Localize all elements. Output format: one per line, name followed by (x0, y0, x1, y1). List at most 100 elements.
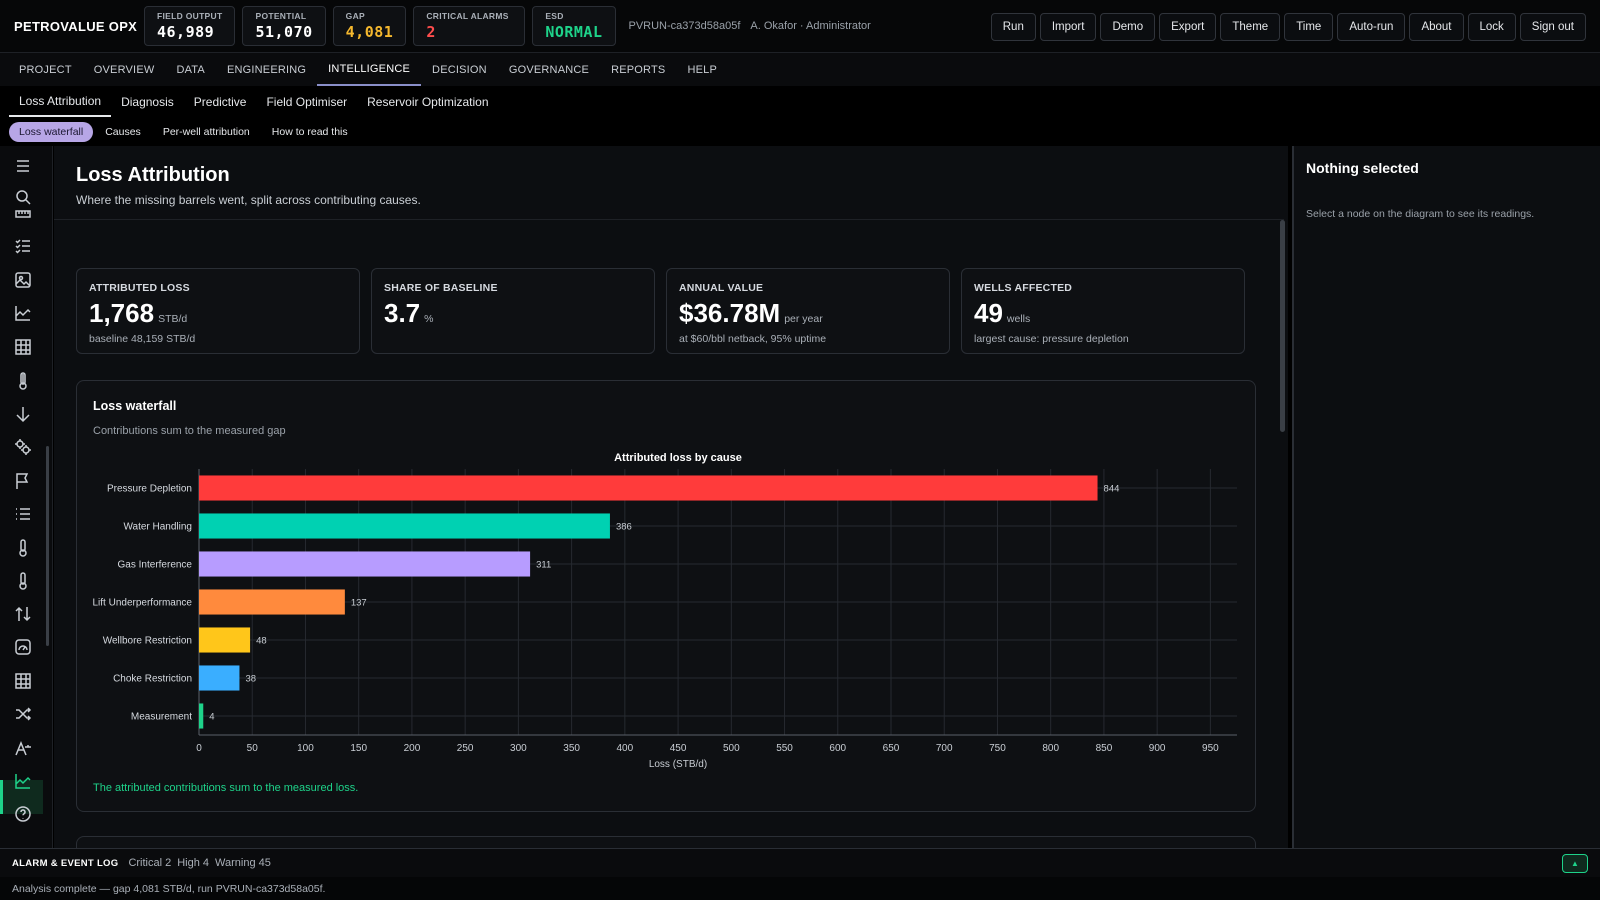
x-tick-label: 650 (883, 743, 900, 754)
nav-data[interactable]: DATA (176, 63, 205, 76)
nav-intelligence[interactable]: INTELLIGENCE (317, 53, 422, 86)
kpi-value: 2 (426, 23, 436, 41)
card-value: $36.78M per year (679, 298, 823, 329)
tab-field-optimiser[interactable]: Field Optimiser (266, 95, 348, 109)
kpi-label: GAP (345, 11, 365, 21)
import-button[interactable]: Import (1039, 13, 1097, 41)
rail-scrollbar[interactable] (46, 446, 49, 646)
menu-icon[interactable] (13, 156, 33, 176)
y-category-label: Water Handling (123, 522, 192, 533)
area-chart-icon[interactable] (13, 771, 33, 791)
area-chart-icon[interactable] (13, 303, 33, 323)
nav-overview[interactable]: OVERVIEW (93, 63, 155, 76)
panel-subtitle: Contributions sum to the measured gap (93, 425, 286, 437)
pill-loss-waterfall[interactable]: Loss waterfall (9, 122, 94, 142)
thermometer-icon[interactable] (13, 371, 33, 391)
top-actions: Run Import Demo Export Theme Time Auto-r… (990, 13, 1586, 41)
auto-run-button[interactable]: Auto-run (1337, 13, 1406, 41)
grid-icon[interactable] (13, 671, 33, 691)
pill-causes[interactable]: Causes (105, 126, 141, 138)
tab-predictive[interactable]: Predictive (193, 95, 247, 109)
time-button[interactable]: Time (1284, 13, 1334, 41)
x-tick-label: 600 (829, 743, 846, 754)
x-tick-label: 900 (1149, 743, 1166, 754)
nav-engineering[interactable]: ENGINEERING (226, 63, 307, 76)
x-tick-label: 700 (936, 743, 953, 754)
x-tick-label: 200 (404, 743, 421, 754)
tab-reservoir-optimization[interactable]: Reservoir Optimization (367, 95, 489, 109)
status-bar: Analysis complete — gap 4,081 STB/d, run… (0, 877, 1600, 900)
nav-project[interactable]: PROJECT (19, 63, 72, 76)
y-category-label: Measurement (131, 712, 192, 723)
table-icon[interactable] (13, 337, 33, 357)
kpi-label: ESD (545, 11, 564, 21)
main-nav: PROJECT OVERVIEW DATA ENGINEERING INTELL… (0, 53, 1600, 86)
y-category-label: Choke Restriction (113, 674, 192, 685)
run-button[interactable]: Run (990, 13, 1036, 41)
kpi-label: POTENTIAL (255, 11, 307, 21)
nav-reports[interactable]: REPORTS (611, 63, 666, 76)
tab-loss-attribution[interactable]: Loss Attribution (9, 87, 112, 117)
card-share-of-baseline: SHARE OF BASELINE 3.7% (371, 268, 655, 354)
nav-help[interactable]: HELP (687, 63, 718, 76)
card-value: 1,768 STB/d (89, 298, 187, 329)
content-scrollbar[interactable] (1280, 220, 1285, 432)
card-value: 49 wells (974, 298, 1030, 329)
help-icon[interactable] (13, 804, 33, 824)
card-value-number: 3.7 (384, 298, 421, 328)
kpi-value: 4,081 (345, 23, 394, 41)
kpi-value: 51,070 (255, 23, 313, 41)
x-tick-label: 300 (510, 743, 527, 754)
bar-gas-interference (199, 551, 531, 577)
about-button[interactable]: About (1409, 13, 1464, 41)
page-header: Loss Attribution Where the missing barre… (54, 146, 1284, 220)
card-label: ATTRIBUTED LOSS (89, 282, 190, 294)
bar-measurement (199, 703, 204, 729)
tab-diagnosis[interactable]: Diagnosis (121, 95, 174, 109)
theme-button[interactable]: Theme (1220, 13, 1281, 41)
card-unit: STB/d (158, 313, 188, 325)
nav-decision[interactable]: DECISION (432, 63, 487, 76)
pill-how-to-read[interactable]: How to read this (271, 126, 348, 138)
gauge-icon[interactable] (13, 637, 33, 657)
ruler-icon[interactable] (13, 209, 33, 219)
card-note: largest cause: pressure depletion (974, 333, 1129, 345)
main-content: Loss Attribution Where the missing barre… (54, 146, 1288, 848)
x-tick-label: 750 (989, 743, 1006, 754)
view-pills: Loss waterfall Causes Per-well attributi… (0, 118, 1600, 146)
pill-per-well-attribution[interactable]: Per-well attribution (162, 126, 250, 138)
user-info: A. Okafor · Administrator (750, 20, 871, 32)
card-label: ANNUAL VALUE (679, 282, 764, 294)
demo-button[interactable]: Demo (1100, 13, 1156, 41)
image-icon[interactable] (13, 270, 33, 290)
y-category-label: Wellbore Restriction (103, 636, 192, 647)
list-icon[interactable] (13, 504, 33, 524)
card-value-number: 49 (974, 298, 1003, 328)
thermometer-icon[interactable] (13, 538, 33, 558)
x-tick-label: 150 (350, 743, 367, 754)
gears-icon[interactable] (13, 437, 33, 457)
chevron-up-icon[interactable]: ▲ (1562, 854, 1588, 873)
kpi-critical-alarms: CRITICAL ALARMS 2 (413, 6, 526, 46)
nav-governance[interactable]: GOVERNANCE (508, 63, 590, 76)
card-unit: per year (784, 313, 823, 325)
inspector-title: Nothing selected (1306, 160, 1419, 176)
bar-value-label: 4 (209, 712, 214, 723)
kpi-gap: GAP 4,081 (332, 6, 407, 46)
arrow-down-icon[interactable] (13, 404, 33, 424)
thermometer-icon[interactable] (13, 571, 33, 591)
next-panel (76, 836, 1256, 848)
checklist-icon[interactable] (13, 236, 33, 256)
search-icon[interactable] (13, 187, 33, 207)
panel-title: Loss waterfall (93, 399, 177, 413)
shuffle-icon[interactable] (13, 704, 33, 724)
x-tick-label: 950 (1202, 743, 1219, 754)
flag-icon[interactable] (13, 471, 33, 491)
alarm-log-title[interactable]: ALARM & EVENT LOG (12, 857, 119, 869)
sort-arrows-icon[interactable] (13, 604, 33, 624)
translate-icon[interactable] (13, 738, 33, 758)
bar-value-label: 38 (245, 674, 256, 685)
export-button[interactable]: Export (1159, 13, 1217, 41)
sign-out-button[interactable]: Sign out (1519, 13, 1586, 41)
lock-button[interactable]: Lock (1467, 13, 1516, 41)
